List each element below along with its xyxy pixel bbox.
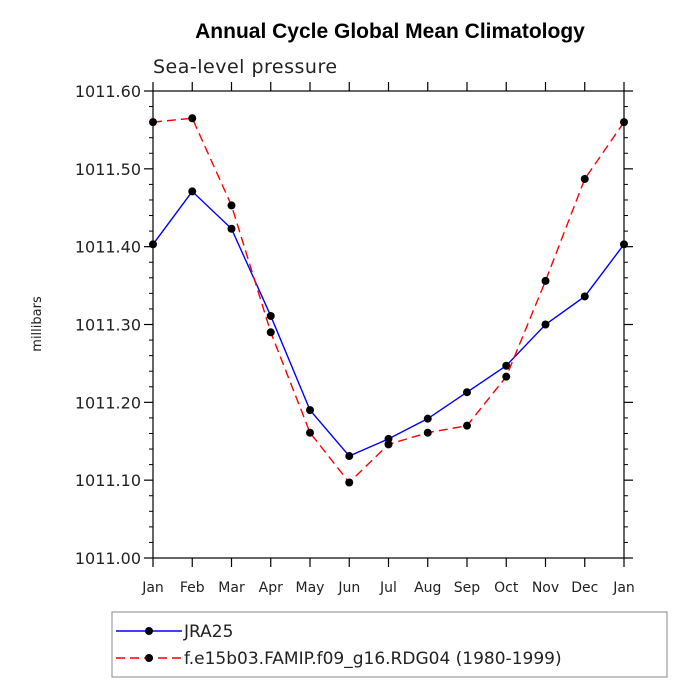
y-tick-label: 1011.60 [75, 82, 141, 101]
legend: JRA25 f.e15b03.FAMIP.f09_g16.RDG04 (1980-… [111, 611, 668, 678]
x-tick-label: Sep [454, 580, 481, 596]
data-point [306, 428, 314, 437]
data-point [463, 421, 471, 430]
data-point [345, 478, 354, 487]
data-point [149, 240, 157, 249]
data-point [149, 118, 157, 127]
data-point [502, 361, 511, 370]
chart-title: Annual Cycle Global Mean Climatology [195, 20, 585, 43]
x-tick-label: Mar [218, 580, 245, 596]
y-tick-label: 1011.20 [75, 393, 141, 412]
data-point [620, 240, 628, 249]
series-1 [149, 187, 628, 461]
data-point [423, 428, 432, 437]
data-point [306, 406, 314, 415]
legend-marker [145, 654, 153, 662]
x-axis: Jan Feb Mar Apr May Jun Jul Aug Sep Oct Nov Dec Jan [141, 82, 635, 596]
legend-label: f.e15b03.FAMIP.f09_g16.RDG04 (1980-1999) [184, 649, 562, 669]
x-tick-label: Apr [259, 580, 283, 596]
chart-subtitle: Sea-level pressure [153, 56, 338, 78]
data-point [541, 320, 550, 329]
legend-label: JRA25 [183, 622, 233, 642]
x-tick-label: Feb [180, 580, 205, 596]
data-point [580, 174, 589, 183]
data-point [227, 201, 236, 210]
legend-marker [145, 627, 153, 635]
series-layer [149, 114, 628, 487]
y-axis-label: millibars [30, 296, 45, 352]
data-point [541, 276, 550, 285]
x-tick-label: Nov [532, 580, 559, 596]
y-tick-label: 1011.40 [75, 238, 141, 257]
data-point [188, 114, 197, 123]
data-point [423, 414, 432, 423]
data-point [620, 118, 628, 127]
plot-frame [152, 90, 625, 559]
x-tick-label: Oct [494, 580, 519, 596]
data-point [384, 440, 393, 449]
x-tick-label: Jun [337, 580, 360, 596]
series-line-1 [152, 190, 625, 457]
data-point [188, 187, 197, 196]
x-tick-label: Dec [571, 580, 598, 596]
series-2 [149, 114, 628, 487]
x-tick-label: Jan [141, 580, 164, 596]
data-point [345, 452, 354, 461]
data-point [502, 372, 511, 381]
y-tick-label: 1011.10 [75, 471, 141, 490]
y-axis: 1011.60 1011.50 1011.40 1011.30 1011.20 1011.… [75, 82, 633, 568]
data-point [266, 328, 275, 337]
data-point [463, 388, 471, 397]
data-point [580, 292, 589, 301]
data-point [227, 224, 236, 233]
x-tick-label: Jul [379, 580, 397, 596]
legend-box [111, 611, 668, 678]
x-tick-label: Jan [612, 580, 635, 596]
y-tick-label: 1011.30 [75, 316, 141, 335]
x-tick-label: Aug [414, 580, 441, 596]
x-tick-label: May [296, 580, 325, 596]
y-tick-label: 1011.50 [75, 160, 141, 179]
series-line-2 [152, 117, 625, 484]
y-tick-label: 1011.00 [75, 549, 141, 568]
data-point [266, 311, 275, 320]
